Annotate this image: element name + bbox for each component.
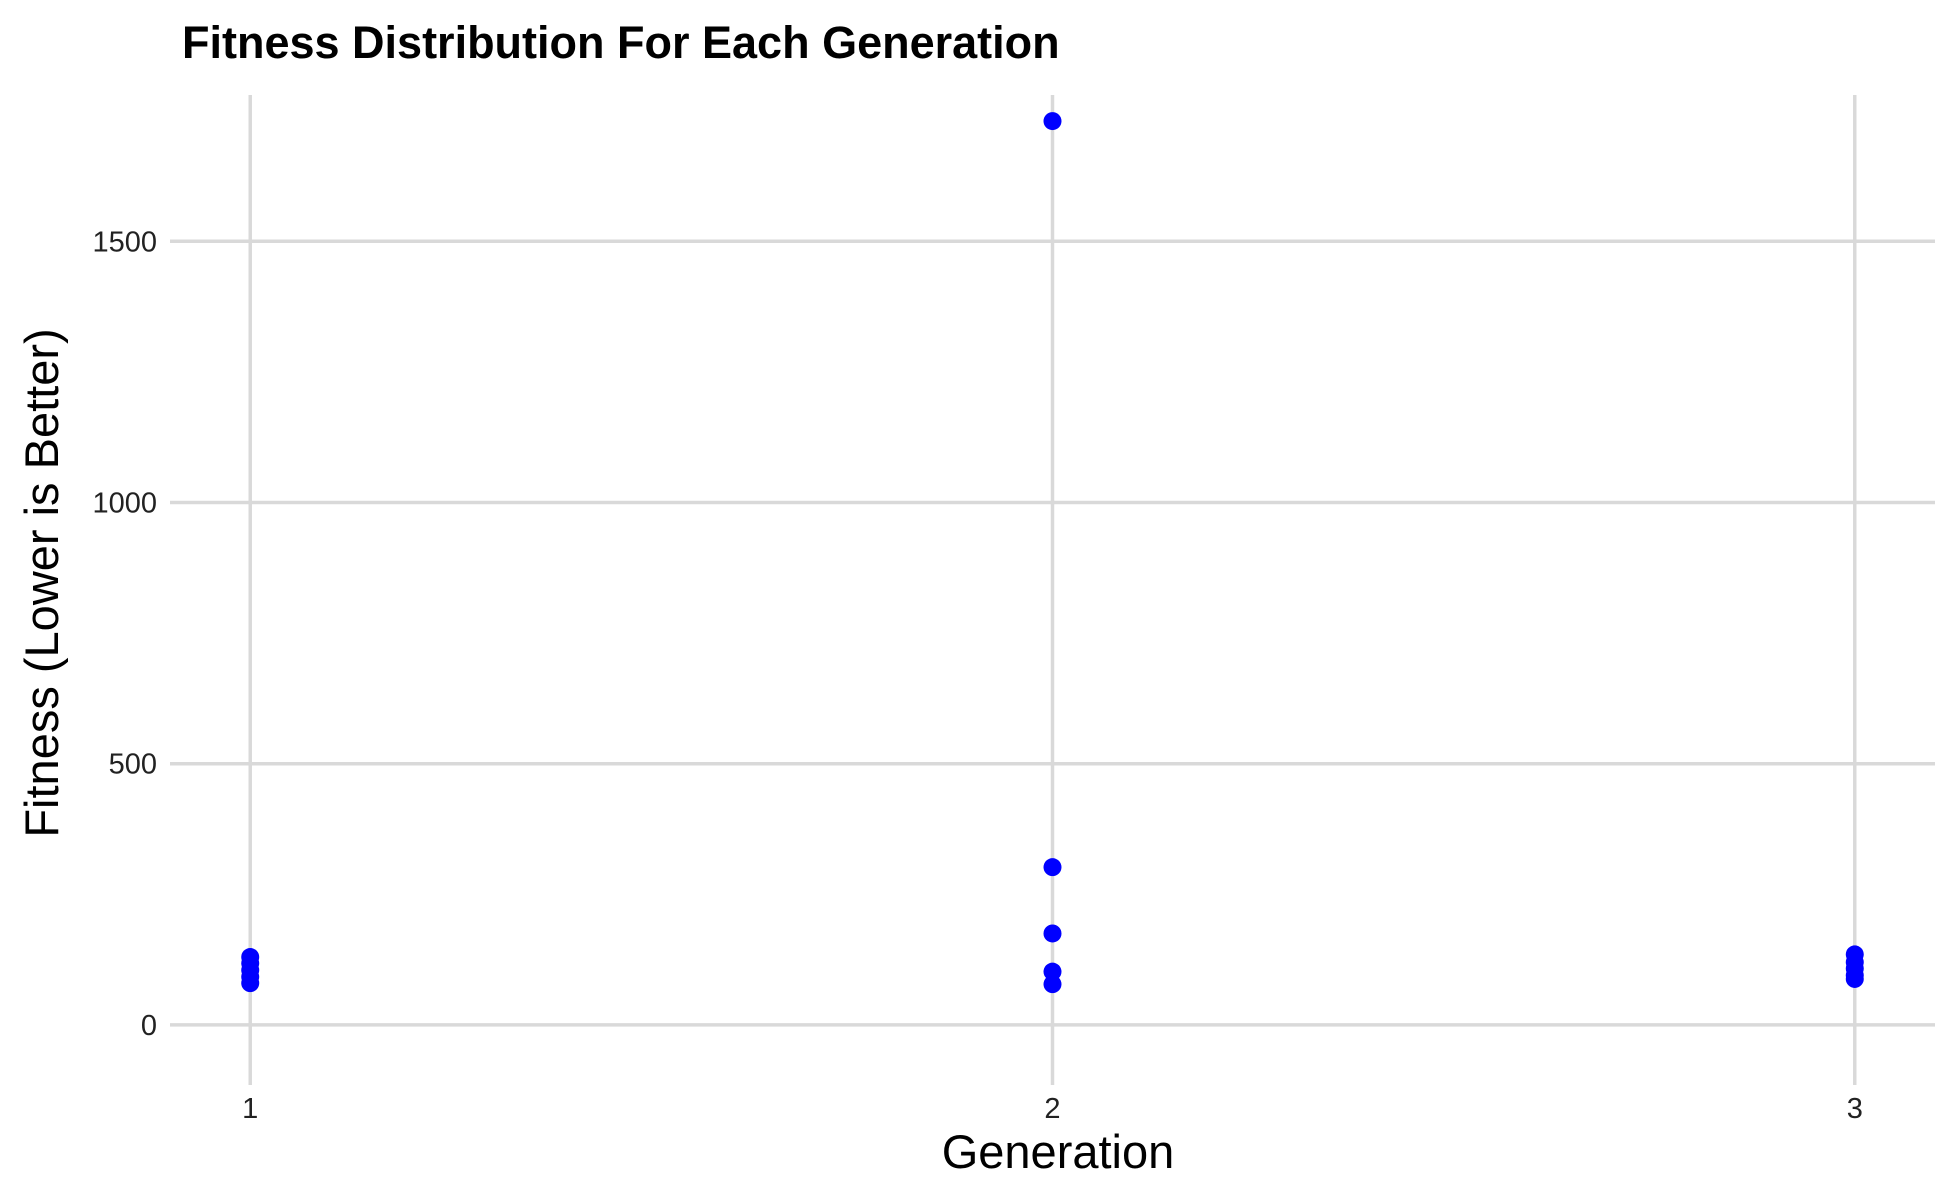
data-point [1043,858,1062,877]
data-point [1043,112,1062,131]
x-tick-label: 3 [1847,1093,1863,1125]
x-tick-label: 2 [1044,1093,1060,1125]
data-point [1043,924,1062,943]
y-axis-title: Fitness (Lower is Better) [15,328,68,837]
grid-lines [170,95,1935,1085]
x-axis-title: Generation [942,1125,1175,1178]
y-tick-label: 1000 [92,487,157,519]
tick-labels: 0 500 1000 1500 1 2 3 [92,226,1862,1125]
x-tick-label: 1 [242,1093,258,1125]
y-tick-label: 500 [109,749,157,781]
chart-title: Fitness Distribution For Each Generation [182,17,1060,68]
data-point [1043,975,1062,994]
data-point [241,948,260,967]
data-point [1043,962,1062,981]
data-points [241,112,1864,994]
y-tick-label: 0 [141,1010,157,1042]
y-tick-label: 1500 [92,226,157,258]
data-point [1845,945,1864,964]
